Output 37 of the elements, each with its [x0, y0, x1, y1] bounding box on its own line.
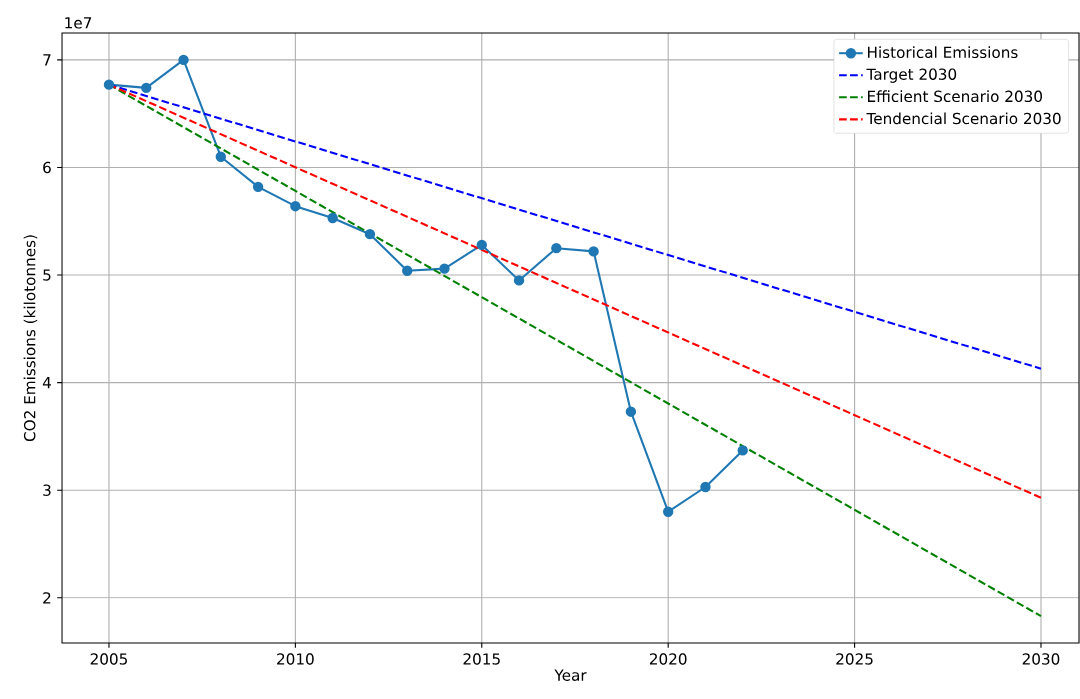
- point: [141, 82, 152, 94]
- y-tick-label: 6: [43, 161, 51, 174]
- point: [402, 265, 413, 276]
- point: [327, 212, 338, 224]
- point: [252, 181, 264, 193]
- point: [513, 275, 525, 286]
- y-tick-label: 7: [43, 54, 51, 66]
- x-tick-label: 2005: [90, 653, 127, 665]
- point: [178, 54, 189, 66]
- legend-label: Tendencial Scenario 2030: [866, 112, 1061, 125]
- y-tick-label: 3: [43, 484, 51, 496]
- point: [737, 445, 748, 456]
- point: [215, 151, 227, 162]
- y-tick-label: 2: [43, 592, 51, 604]
- point: [625, 406, 637, 417]
- x-tick-label: 2030: [1022, 653, 1060, 665]
- x-tick-label: 2015: [463, 653, 500, 665]
- y-axis-title: CO2 Emissions (kilotonnes): [23, 235, 38, 442]
- point: [588, 246, 599, 257]
- point: [700, 481, 711, 493]
- x-tick-label: 2020: [649, 653, 687, 665]
- legend-label: Target 2030: [866, 68, 957, 83]
- legend-label: Efficient Scenario 2030: [868, 90, 1042, 103]
- point: [103, 79, 115, 90]
- x-tick-label: 2025: [836, 653, 873, 665]
- point: [290, 201, 301, 212]
- legend-label: Historical Emissions: [868, 46, 1018, 59]
- point: [439, 263, 450, 274]
- point: [364, 228, 376, 240]
- y-tick-label: 5: [43, 269, 51, 281]
- y-tick-label: 4: [42, 377, 51, 389]
- point: [662, 506, 674, 517]
- x-axis-title: Year: [554, 669, 587, 681]
- x-tick-label: 2010: [277, 653, 314, 665]
- point: [551, 242, 562, 254]
- text: 1e7: [65, 17, 92, 29]
- point: [476, 239, 487, 251]
